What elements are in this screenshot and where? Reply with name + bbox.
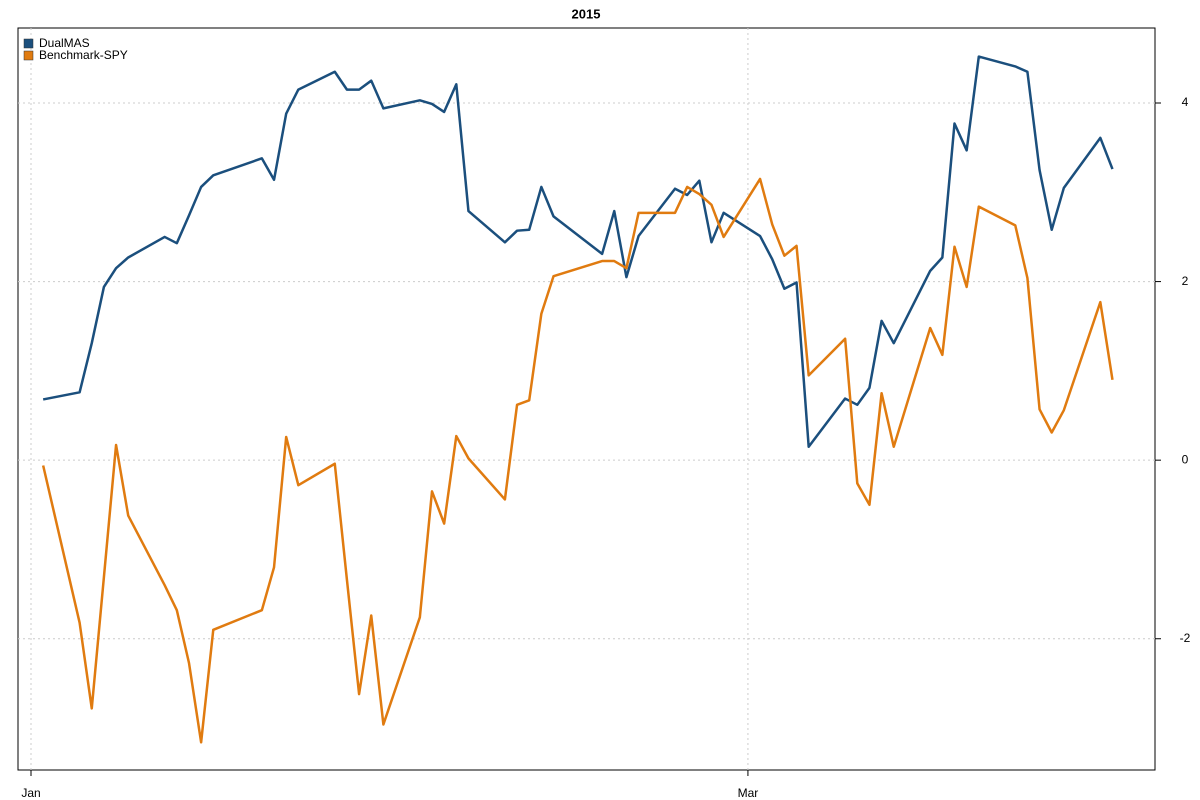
chart-title: 2015	[572, 6, 601, 21]
series-line	[42, 55, 1114, 449]
legend-label: DualMAS	[39, 36, 90, 50]
y-tick-label: 2	[1182, 274, 1189, 288]
y-tick-label: 0	[1182, 452, 1189, 466]
series-line	[41, 177, 1114, 744]
legend-swatch	[23, 50, 34, 61]
y-tick-label: -2	[1180, 631, 1191, 645]
legend-swatch	[23, 38, 34, 49]
y-tick-label: 4	[1182, 95, 1189, 109]
x-tick-label: Jan	[21, 786, 40, 800]
x-tick-label: Mar	[738, 786, 759, 800]
plot-frame	[17, 27, 1156, 771]
legend-label: Benchmark-SPY	[39, 48, 128, 62]
